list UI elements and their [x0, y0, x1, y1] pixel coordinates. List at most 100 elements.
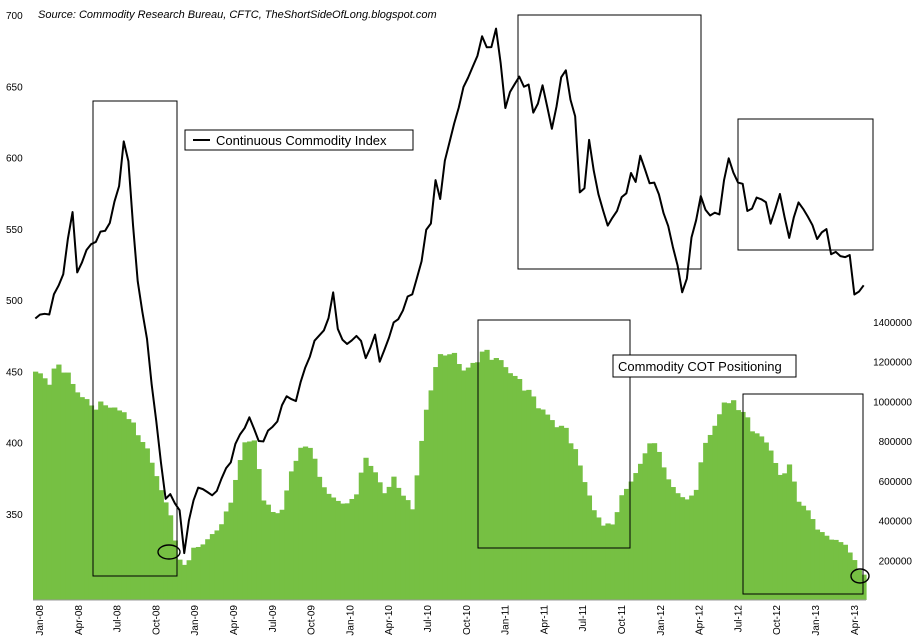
cot-bar [516, 379, 523, 600]
cot-bar [237, 460, 244, 600]
x-tick-label: Jul-11 [578, 605, 589, 632]
cot-bar [46, 384, 53, 600]
y-left-tick-label: 450 [6, 367, 23, 378]
cot-bar [284, 490, 290, 600]
x-tick-label: Jan-10 [345, 605, 356, 636]
annotation-circle [850, 568, 870, 584]
cot-bar [814, 529, 821, 600]
y-right-tick-label: 400000 [879, 517, 913, 528]
cot-bar [568, 443, 574, 600]
x-tick-label: Jul-08 [113, 605, 124, 633]
cot-bar [796, 501, 802, 600]
cot-bar [368, 465, 374, 600]
cot-bar [135, 435, 141, 600]
cot-bar [689, 495, 695, 600]
cot-bar [51, 368, 57, 600]
cot-bar [437, 354, 444, 600]
cot-bar [624, 488, 630, 600]
cot-bar [507, 373, 513, 600]
cot-bar [749, 431, 755, 600]
cot-area-series [33, 349, 867, 600]
cot-bar [209, 534, 216, 600]
cot-bar [391, 476, 397, 600]
cot-bar [321, 487, 327, 600]
cot-bar [665, 479, 672, 600]
x-tick-label: Jul-09 [268, 605, 279, 633]
cot-bar [312, 458, 318, 600]
cot-bar [861, 574, 867, 600]
cot-bar [637, 463, 644, 600]
cot-bar [451, 352, 458, 600]
cot-bar [316, 476, 323, 600]
cot-bar [56, 364, 62, 600]
cot-bar [214, 530, 220, 600]
x-tick-label: Apr-12 [695, 605, 706, 635]
cot-bar [786, 464, 793, 600]
cot-bar [530, 396, 537, 600]
cot-bar [754, 433, 760, 600]
y-left-tick-label: 550 [6, 225, 23, 236]
cot-bar [140, 442, 146, 600]
legend-area: Commodity COT Positioning [612, 354, 797, 378]
cot-bar [344, 503, 351, 600]
cot-bar [65, 372, 71, 600]
cot-bar [33, 371, 39, 600]
cot-bar [442, 355, 448, 600]
cot-bar [307, 447, 313, 600]
y-right-tick-label: 1200000 [873, 358, 912, 369]
cot-bar [707, 434, 714, 600]
cot-bar [489, 359, 495, 600]
cot-bar [409, 509, 416, 600]
cot-bar [423, 409, 430, 600]
source-note: Source: Commodity Research Bureau, CFTC,… [38, 9, 437, 21]
x-tick-label: Jan-13 [811, 605, 822, 636]
annotation-box [737, 118, 874, 251]
cot-bar [386, 486, 392, 600]
cot-bar [847, 552, 853, 600]
cot-bar [93, 409, 99, 600]
cot-bar [558, 425, 565, 600]
y-left-tick-label: 500 [6, 296, 23, 307]
cot-bar [521, 390, 527, 600]
cot-bar [400, 495, 406, 600]
index-line-series [34, 27, 865, 555]
cot-bar [465, 367, 472, 600]
cot-bar [461, 370, 467, 600]
cot-bar [819, 532, 825, 600]
cot-bar [293, 460, 299, 600]
annotation-box [517, 14, 702, 270]
cot-bar [433, 367, 439, 600]
cot-bar [247, 441, 253, 600]
cot-bar [633, 473, 639, 600]
cot-bar [777, 474, 783, 600]
x-tick-label: Jul-12 [733, 605, 744, 633]
cot-bar [349, 498, 355, 600]
y-left-tick-label: 700 [6, 11, 23, 22]
cot-bar [712, 425, 718, 600]
cot-bar [661, 467, 667, 600]
cot-bar [288, 471, 295, 600]
cot-bar [791, 481, 797, 600]
cot-bar [479, 351, 485, 600]
cot-bar [233, 479, 239, 600]
cot-bar [84, 399, 90, 600]
cot-bar [200, 544, 206, 600]
cot-bar [158, 490, 164, 600]
cot-bar [354, 494, 360, 600]
cot-bar [112, 407, 118, 600]
cot-bar [242, 442, 248, 600]
cot-bar [405, 500, 411, 600]
cot-bar [79, 397, 85, 600]
cot-bar [703, 442, 709, 600]
x-tick-label: Apr-10 [384, 605, 395, 635]
cot-bar [98, 401, 104, 600]
cot-bar [535, 408, 541, 600]
cot-bar [651, 443, 658, 600]
cot-bar [107, 407, 113, 600]
y-left-tick-label: 350 [6, 510, 23, 521]
cot-bar [758, 436, 765, 600]
cot-bar [856, 570, 862, 600]
cot-bar [693, 489, 700, 600]
y-left-tick-label: 600 [6, 154, 23, 165]
legend-line-label: Continuous Commodity Index [216, 133, 387, 148]
